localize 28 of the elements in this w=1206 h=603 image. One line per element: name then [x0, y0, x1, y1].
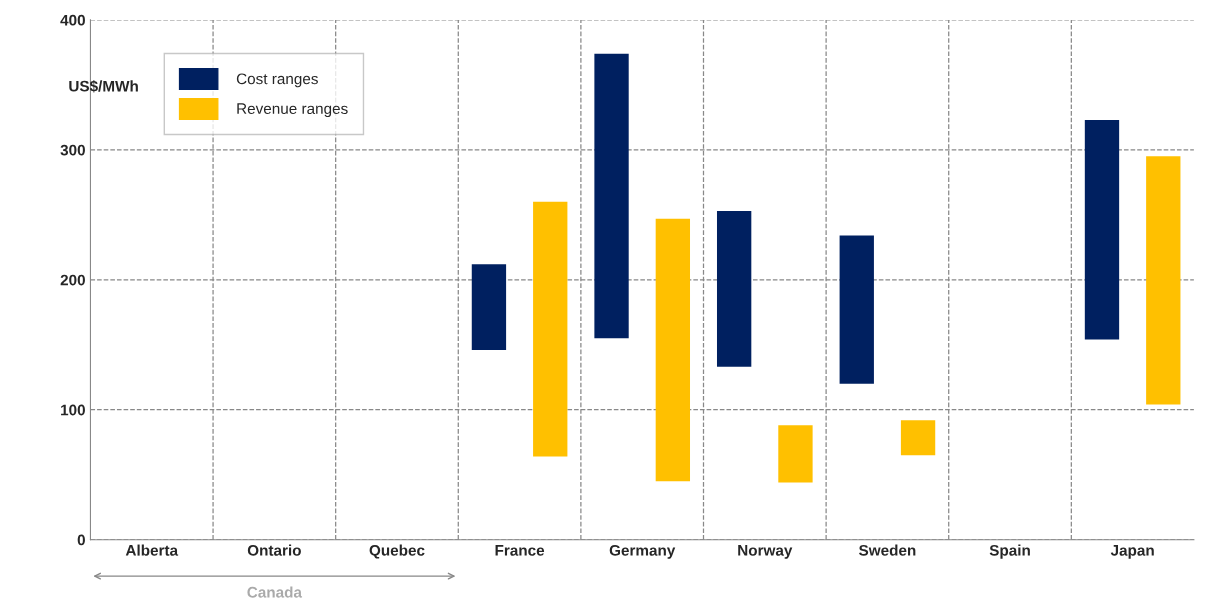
bar	[1146, 156, 1181, 405]
x-tick-label: Alberta	[125, 544, 179, 556]
x-tick-label: Sweden	[858, 544, 916, 556]
x-tick-label: France	[495, 545, 545, 556]
y-tick-label: 200	[60, 274, 85, 286]
bar	[655, 218, 691, 482]
x-tick-label: Ontario	[247, 544, 301, 556]
x-tick-label: Spain	[989, 544, 1030, 559]
y-axis-title: US$/MWh	[69, 80, 138, 93]
bar	[839, 235, 874, 384]
bar	[778, 425, 813, 483]
text: Canada	[247, 586, 303, 598]
legend-label: Cost ranges	[236, 73, 318, 88]
bar	[1084, 119, 1120, 340]
y-tick-label: 400	[60, 14, 85, 26]
y-tick-label: 0	[77, 534, 85, 546]
y-tick-label: 300	[60, 144, 85, 156]
x-tick-label: Japan	[1110, 545, 1154, 559]
bar	[533, 201, 568, 457]
legend-label: Revenue ranges	[237, 103, 348, 118]
bar	[900, 420, 936, 456]
bar	[471, 264, 507, 350]
x-tick-label: Norway	[738, 545, 793, 559]
bar	[716, 210, 752, 367]
x-tick-label: Germany	[609, 544, 676, 559]
y-tick-label: 100	[61, 404, 85, 416]
x-tick-label: Quebec	[369, 544, 425, 559]
bar	[594, 53, 629, 339]
